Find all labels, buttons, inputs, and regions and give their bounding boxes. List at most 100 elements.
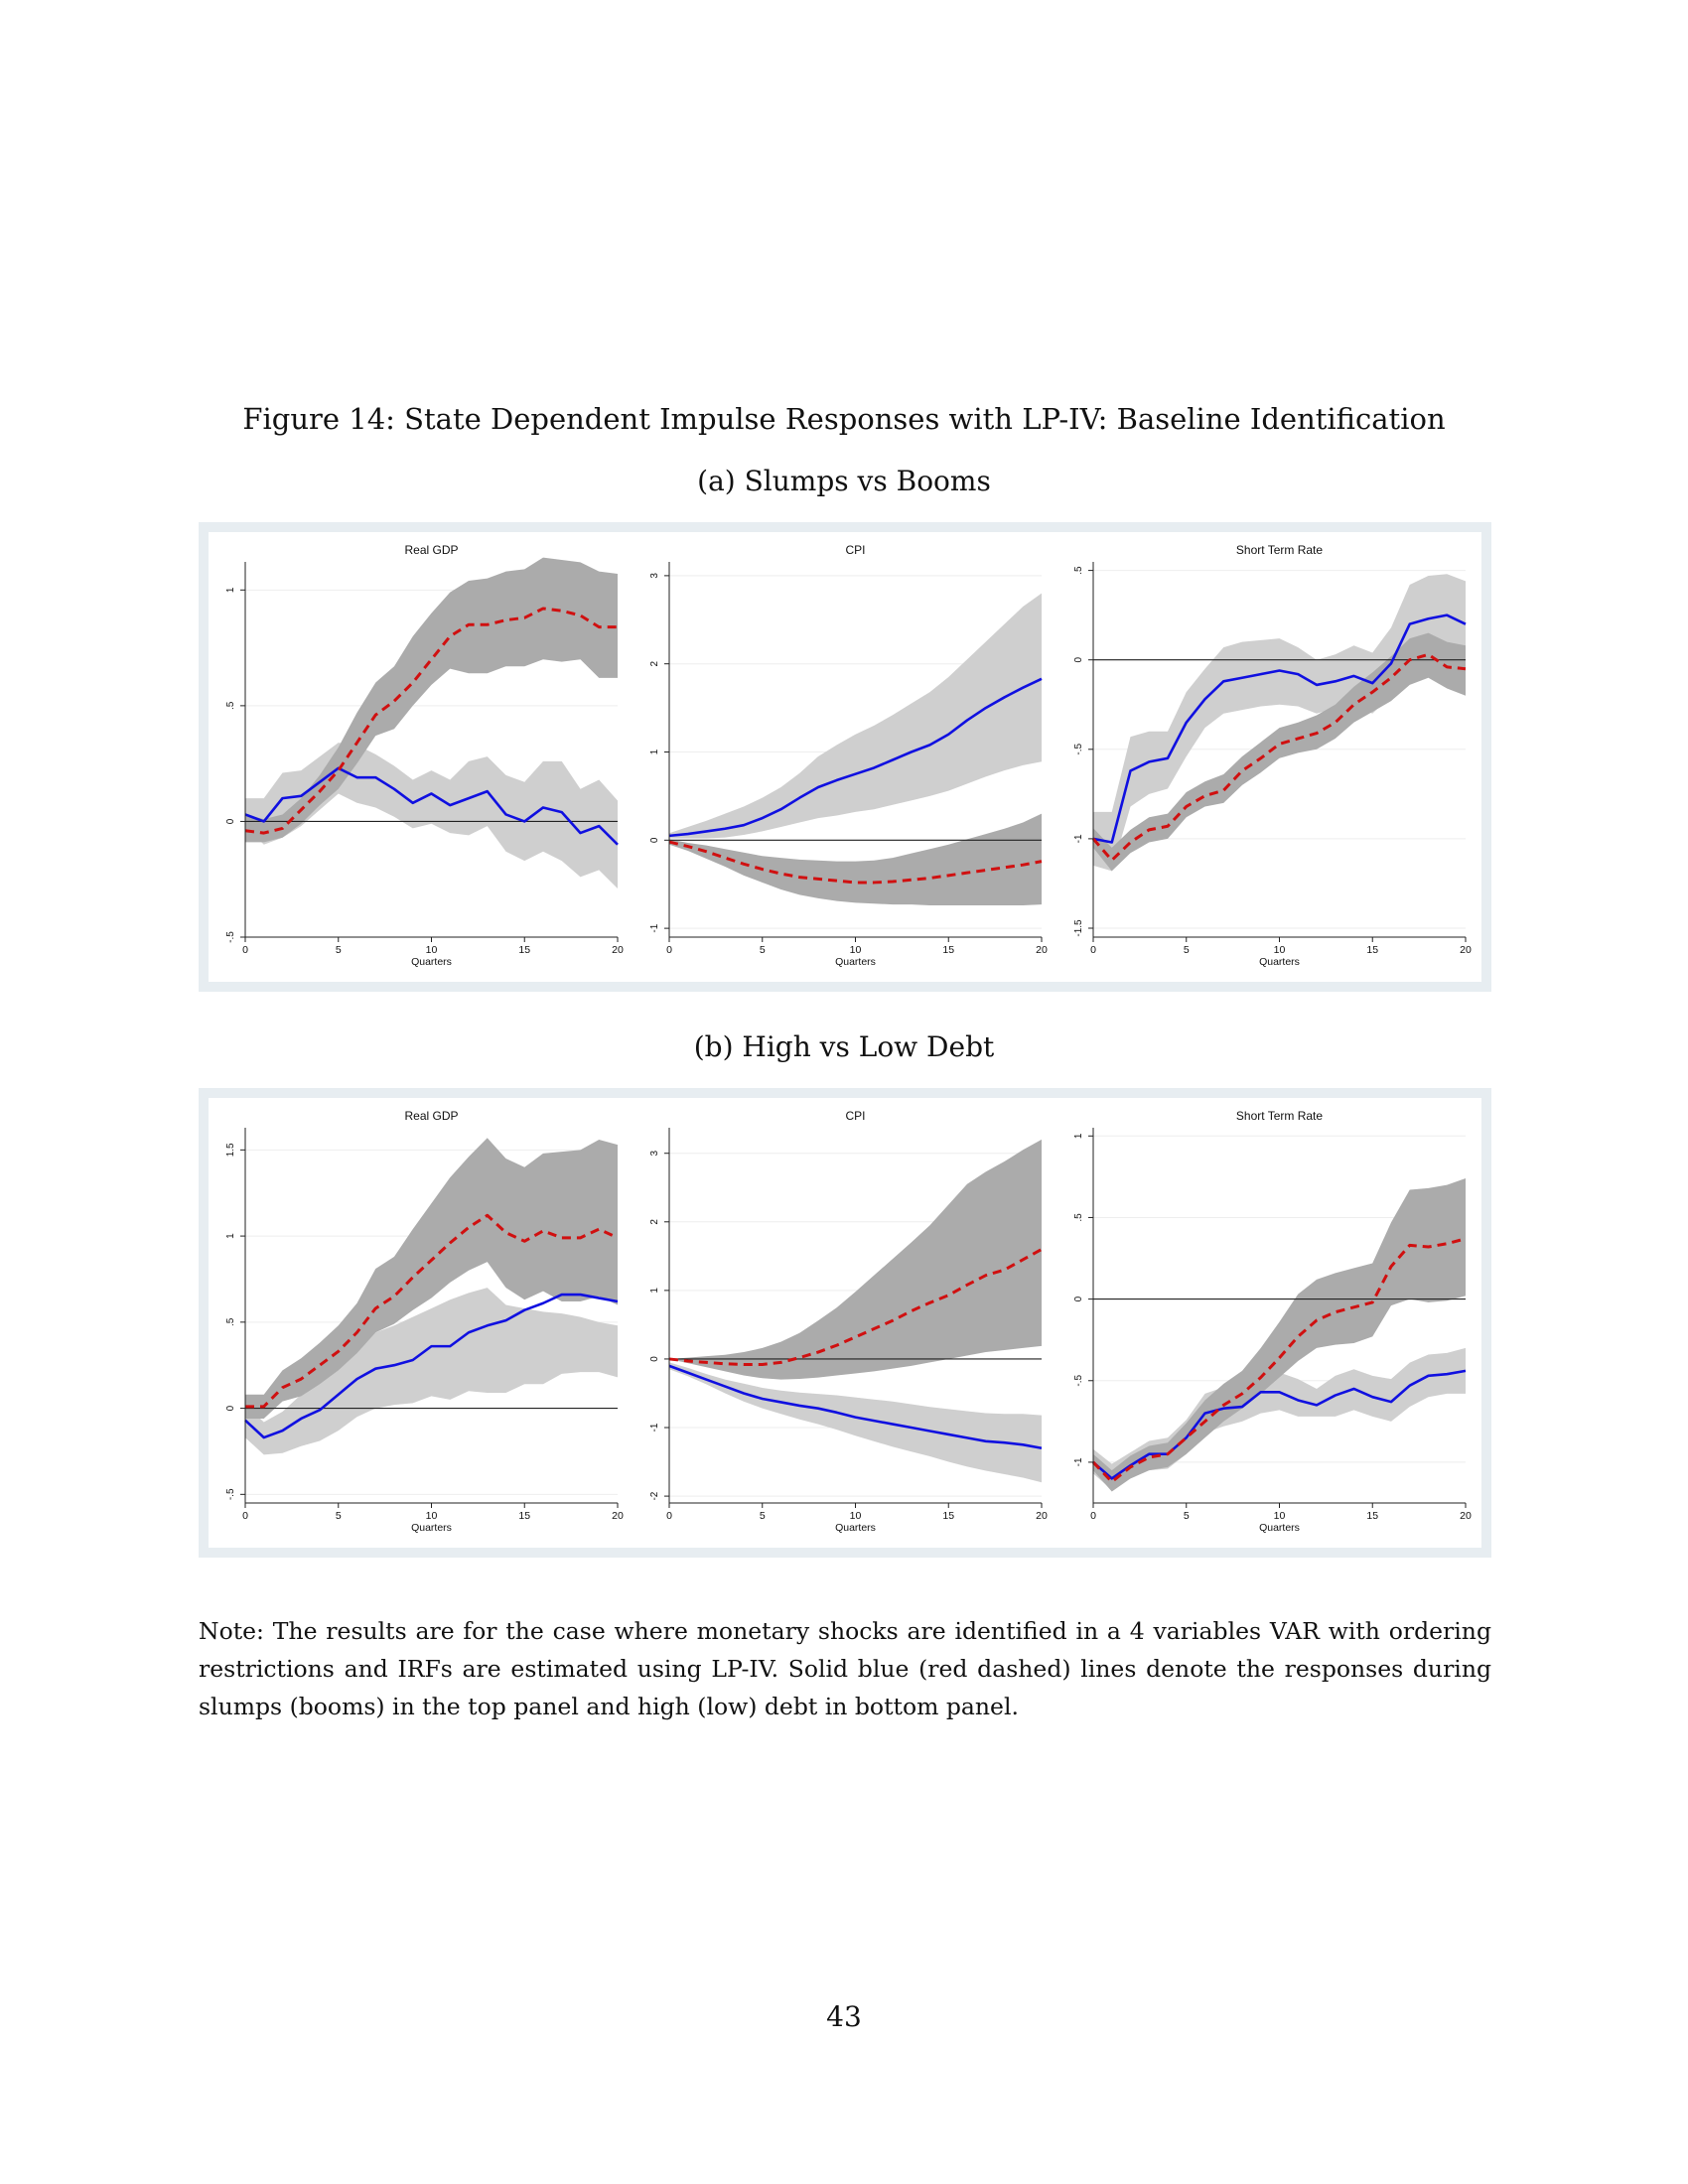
x-tick-label: 20 — [1036, 944, 1048, 956]
y-tick-label: .5 — [225, 1317, 236, 1326]
x-axis-label: Quarters — [835, 956, 876, 968]
y-tick-label: -2 — [649, 1491, 660, 1500]
x-tick-label: 10 — [1274, 944, 1286, 956]
confidence-band-dark — [245, 557, 618, 843]
y-tick-label: -.5 — [1073, 744, 1084, 755]
chart-svg: -.5 0 .5 1 1.5 0 5 10 15 20 Real GDP Quarters — [225, 1109, 624, 1534]
dashed-series-line — [668, 1248, 1043, 1366]
x-tick-label: 20 — [612, 944, 624, 956]
figure-title: Figure 14: State Dependent Impulse Respo… — [242, 402, 1446, 436]
dashed-series-line — [1091, 652, 1467, 863]
chart-b-cpi: -2 -1 0 1 2 3 0 5 10 15 20 CPI Quarters — [633, 1098, 1056, 1548]
chart-title: Real GDP — [404, 543, 458, 557]
solid-series-line — [1092, 614, 1467, 844]
confidence-band-light — [669, 1362, 1042, 1483]
x-tick-label: 15 — [942, 1510, 954, 1522]
y-tick-label: -1 — [649, 923, 660, 932]
chart-title: Real GDP — [404, 1109, 458, 1123]
x-axis-label: Quarters — [835, 1522, 876, 1534]
x-tick-label: 15 — [518, 1510, 530, 1522]
panel-a-caption: (a) Slumps vs Booms — [697, 465, 991, 497]
y-tick-label: .5 — [225, 701, 236, 710]
confidence-band-light — [1093, 574, 1466, 872]
chart-title: Short Term Rate — [1236, 1109, 1323, 1123]
y-tick-label: -1 — [1073, 834, 1084, 843]
x-tick-label: 15 — [1366, 1510, 1378, 1522]
x-tick-label: 5 — [1184, 944, 1190, 956]
x-tick-label: 10 — [1274, 1510, 1286, 1522]
y-tick-label: -1 — [1073, 1457, 1084, 1466]
confidence-band-light — [1093, 1347, 1466, 1490]
x-axis-label: Quarters — [1259, 1522, 1300, 1534]
x-tick-label: 0 — [242, 944, 248, 956]
y-tick-label: 1 — [1073, 1133, 1084, 1139]
y-tick-label: 3 — [649, 573, 660, 579]
solid-series-line — [668, 1364, 1043, 1450]
confidence-band-dark — [669, 1139, 1042, 1380]
chart-title: CPI — [845, 1109, 865, 1123]
panel-b-caption: (b) High vs Low Debt — [693, 1030, 995, 1063]
dashed-series-line — [668, 840, 1043, 885]
solid-series-line — [1092, 1369, 1467, 1480]
chart-svg: -2 -1 0 1 2 3 0 5 10 15 20 CPI Quarters — [649, 1109, 1048, 1534]
x-tick-label: 0 — [242, 1510, 248, 1522]
panel-a-inner: -.5 0 .5 1 0 5 10 15 20 Real GDP Quarters -1 0 1 2 3 0 5… — [209, 532, 1481, 982]
chart-b-short-term-rate: -1 -.5 0.5 1 0 5 10 15 20 Short Term Rate Quarters — [1056, 1098, 1480, 1548]
x-tick-label: 0 — [1090, 944, 1096, 956]
x-tick-label: 5 — [336, 1510, 342, 1522]
x-tick-label: 0 — [1090, 1510, 1096, 1522]
panel-b-frame: -.5 0.5 1 1.5 0 5 10 15 20 Real GDP Quarters -2 -1 0… — [199, 1088, 1491, 1558]
x-tick-label: 10 — [426, 944, 438, 956]
panel-b-inner: -.5 0.5 1 1.5 0 5 10 15 20 Real GDP Quarters -2 -1 0… — [209, 1098, 1481, 1548]
y-tick-label: -1.5 — [1073, 919, 1084, 937]
chart-title: Short Term Rate — [1236, 543, 1323, 557]
chart-a-cpi: -1 0 1 2 3 0 5 10 15 20 CPI Quarters — [633, 532, 1056, 982]
x-axis-label: Quarters — [411, 956, 452, 968]
y-tick-label: 0 — [225, 818, 236, 824]
x-tick-label: 5 — [336, 944, 342, 956]
figure-note: Note: The results are for the case where… — [199, 1617, 1491, 1720]
dashed-series-line — [244, 607, 618, 835]
y-tick-label: 2 — [649, 1219, 660, 1225]
dashed-series-line — [1091, 1237, 1467, 1484]
y-tick-label: -.5 — [225, 1488, 236, 1500]
y-tick-label: 0 — [649, 1356, 660, 1362]
x-tick-label: 5 — [1184, 1510, 1190, 1522]
x-tick-label: 15 — [1366, 944, 1378, 956]
confidence-band-dark — [1093, 1178, 1466, 1492]
x-axis-label: Quarters — [411, 1522, 452, 1534]
x-tick-label: 5 — [760, 944, 766, 956]
x-axis-label: Quarters — [1259, 956, 1300, 968]
y-tick-label: -.5 — [225, 931, 236, 943]
chart-a-real-gdp: -.5 0.5 1 0 5 10 15 20 Real GDP Quarters — [209, 532, 633, 982]
x-tick-label: 0 — [666, 1510, 672, 1522]
x-tick-label: 20 — [1460, 1510, 1472, 1522]
chart-b-real-gdp: -.5 0 .5 1 1.5 0 5 10 15 20 Real GDP Quarters — [209, 1098, 633, 1548]
confidence-band-light — [669, 593, 1042, 839]
y-tick-label: -1 — [649, 1423, 660, 1432]
solid-series-line — [244, 766, 619, 846]
solid-series-line — [668, 677, 1043, 838]
chart-a-short-term-rate: -1.5 -1 -.5 0 .5 0 5 10 15 20 Short Term Rate Quart… — [1056, 532, 1480, 982]
y-tick-label: 1 — [649, 1288, 660, 1294]
x-tick-label: 10 — [426, 1510, 438, 1522]
chart-svg: -1.5 -1 -.5 0 .5 0 5 10 15 20 Short Term Rate Quart… — [1073, 543, 1472, 968]
y-tick-label: 1.5 — [225, 1143, 236, 1157]
panel-a-frame: -.5 0 .5 1 0 5 10 15 20 Real GDP Quarters -1 0 1 2 3 0 5… — [199, 522, 1491, 992]
solid-series-line — [244, 1293, 619, 1439]
y-tick-label: 0 — [649, 837, 660, 843]
y-tick-label: -.5 — [1073, 1374, 1084, 1386]
confidence-band-dark — [669, 813, 1042, 906]
y-tick-label: 1 — [225, 1233, 236, 1239]
y-tick-label: 1 — [649, 749, 660, 754]
chart-title: CPI — [845, 543, 865, 557]
y-tick-label: 0 — [225, 1405, 236, 1411]
y-tick-label: 2 — [649, 660, 660, 666]
x-tick-label: 15 — [518, 944, 530, 956]
y-tick-label: 3 — [649, 1151, 660, 1157]
x-tick-label: 5 — [760, 1510, 766, 1522]
x-tick-label: 0 — [666, 944, 672, 956]
x-tick-label: 20 — [612, 1510, 624, 1522]
